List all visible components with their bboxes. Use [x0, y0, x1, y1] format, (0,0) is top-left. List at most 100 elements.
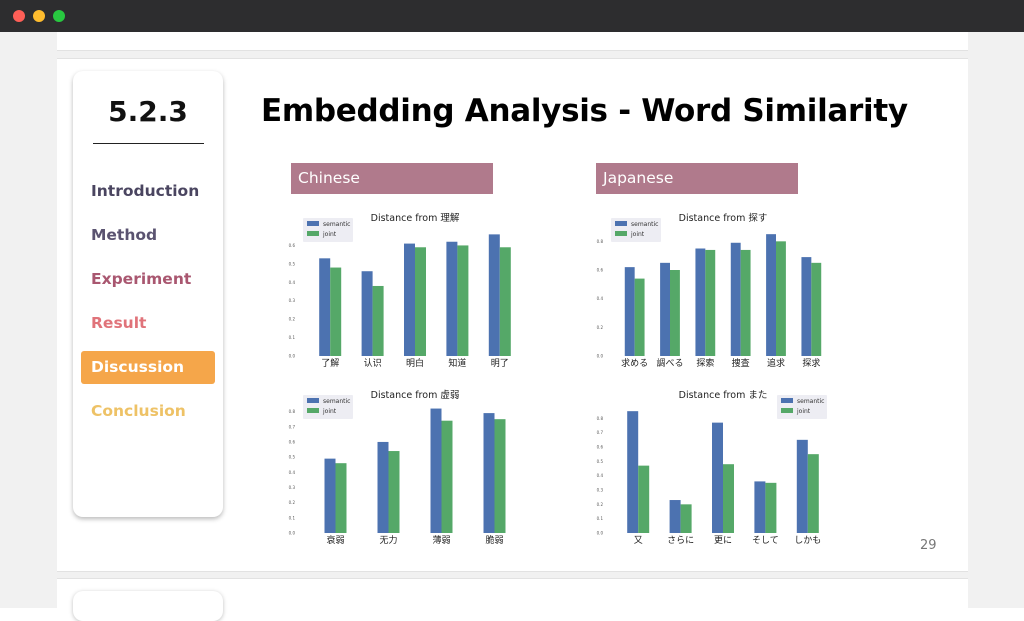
- bar-joint: [680, 504, 692, 533]
- minimize-window-icon[interactable]: [33, 10, 45, 22]
- bar-joint: [335, 463, 347, 533]
- chart-title: Distance from また: [679, 390, 768, 401]
- x-tick-label: さらに: [667, 535, 694, 546]
- chart-distance-rikai: Distance from 理解 0.0 0.1 0.2 0.3 0.4 0.5 0.6 了解 认…: [289, 212, 511, 369]
- bar-joint: [705, 249, 716, 356]
- x-tick-label: 調べる: [656, 357, 683, 369]
- nav-item-introduction[interactable]: Introduction: [91, 182, 200, 200]
- y-tick-label: 0.8: [597, 416, 604, 421]
- y-tick-label: 0.0: [289, 354, 296, 359]
- bar-joint: [776, 241, 786, 356]
- legend-label: semantic: [323, 398, 350, 405]
- chart-distance-sagasu: Distance from 探す 0.0 0.2 0.4 0.6 0.8 求める 調べる 探索 捜…: [597, 212, 822, 369]
- bar-semantic: [754, 481, 766, 533]
- bar-joint: [330, 267, 342, 356]
- y-tick-label: 0.4: [597, 473, 604, 478]
- x-tick-label: 无力: [379, 534, 397, 546]
- bar-joint: [670, 270, 680, 356]
- bar-semantic: [624, 267, 635, 356]
- bar-semantic: [627, 411, 639, 533]
- chart-title: Distance from 理解: [371, 212, 460, 224]
- y-tick-label: 0.3: [289, 298, 296, 303]
- x-tick-label: 薄弱: [432, 534, 450, 546]
- legend-label: semantic: [797, 398, 824, 405]
- bar-joint: [740, 249, 751, 356]
- bar-semantic: [319, 258, 331, 356]
- bar-joint: [811, 262, 822, 356]
- legend-swatch-joint: [307, 231, 319, 236]
- y-tick-label: 0.7: [289, 424, 296, 429]
- y-tick-label: 0.4: [597, 296, 604, 301]
- bar-semantic: [660, 262, 670, 356]
- y-tick-label: 0.2: [289, 500, 296, 505]
- x-tick-label: 探索: [696, 357, 714, 369]
- section-divider: [93, 143, 204, 144]
- bar-semantic: [801, 257, 812, 356]
- y-tick-label: 0.7: [597, 430, 604, 435]
- x-tick-label: しかも: [794, 535, 821, 546]
- bar-semantic: [730, 242, 741, 356]
- bar-semantic: [446, 241, 458, 356]
- legend-swatch-semantic: [781, 398, 793, 403]
- y-tick-label: 0.6: [289, 243, 296, 248]
- chinese-section-tag: Chinese: [291, 163, 493, 194]
- y-tick-label: 0.3: [289, 485, 296, 490]
- x-tick-label: 明白: [406, 357, 424, 369]
- bar-semantic: [695, 248, 706, 356]
- section-number: 5.2.3: [108, 95, 188, 128]
- y-tick-label: 0.0: [289, 531, 296, 536]
- x-tick-label: そして: [752, 535, 779, 546]
- x-tick-label: 探求: [802, 357, 820, 369]
- bar-joint: [388, 451, 400, 533]
- nav-item-experiment[interactable]: Experiment: [91, 270, 192, 288]
- bar-joint: [415, 247, 426, 356]
- x-tick-label: 更に: [714, 535, 732, 546]
- y-tick-label: 0.6: [597, 445, 604, 450]
- slide: 5.2.3 Introduction Method Experiment Res…: [57, 58, 968, 572]
- x-tick-label: 求める: [621, 357, 648, 369]
- y-tick-label: 0.8: [289, 409, 296, 414]
- legend-swatch-joint: [781, 408, 793, 413]
- slide-title: Embedding Analysis - Word Similarity: [261, 93, 908, 129]
- nav-item-discussion[interactable]: Discussion: [81, 351, 215, 384]
- y-tick-label: 0.1: [289, 515, 296, 520]
- window-titlebar: [0, 0, 1024, 32]
- y-tick-label: 0.4: [289, 470, 296, 475]
- bar-joint: [638, 465, 650, 533]
- y-tick-label: 0.4: [289, 280, 296, 285]
- bar-joint: [765, 482, 777, 533]
- y-tick-label: 0.6: [289, 439, 296, 444]
- bar-semantic: [669, 500, 681, 533]
- close-window-icon[interactable]: [13, 10, 25, 22]
- bar-joint: [372, 285, 384, 356]
- nav-item-conclusion[interactable]: Conclusion: [91, 402, 186, 420]
- chart-title: Distance from 探す: [679, 212, 768, 224]
- bar-semantic: [377, 441, 389, 533]
- legend-swatch-semantic: [615, 221, 627, 226]
- y-tick-label: 0.8: [597, 239, 604, 244]
- y-tick-label: 0.5: [289, 261, 296, 266]
- bar-joint: [457, 245, 469, 356]
- y-tick-label: 0.2: [597, 325, 604, 330]
- x-tick-label: 了解: [321, 357, 339, 369]
- nav-item-method[interactable]: Method: [91, 226, 158, 244]
- previous-slide-edge[interactable]: [57, 32, 968, 51]
- x-tick-label: 脆弱: [485, 534, 503, 546]
- bar-semantic: [361, 271, 373, 356]
- bar-joint: [499, 247, 511, 356]
- x-tick-label: 捜査: [732, 357, 750, 369]
- maximize-window-icon[interactable]: [53, 10, 65, 22]
- section-nav-card: 5.2.3 Introduction Method Experiment Res…: [73, 71, 223, 517]
- bar-semantic: [404, 243, 415, 356]
- chart-title: Distance from 虚弱: [371, 389, 460, 401]
- legend-label: semantic: [323, 221, 350, 228]
- next-slide-edge[interactable]: [57, 578, 968, 621]
- y-tick-label: 0.2: [597, 502, 604, 507]
- nav-item-result[interactable]: Result: [91, 314, 147, 332]
- y-tick-label: 0.6: [597, 268, 604, 273]
- page-number: 29: [920, 538, 937, 553]
- bar-joint: [441, 420, 453, 533]
- legend-swatch-semantic: [307, 221, 319, 226]
- legend-swatch-joint: [615, 231, 627, 236]
- y-tick-label: 0.2: [289, 317, 296, 322]
